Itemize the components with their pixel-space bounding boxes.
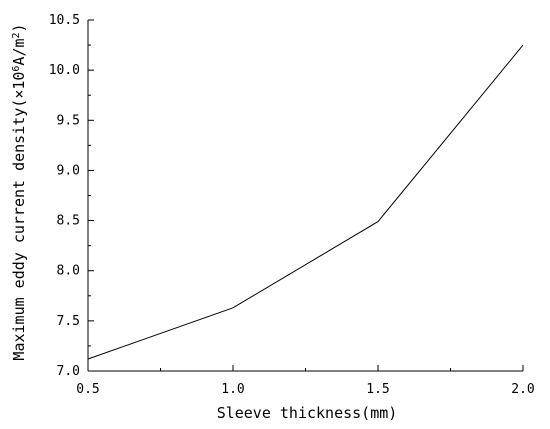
series-line-1 [87,44,524,360]
x-tick-label: 2.0 [511,382,534,397]
x-tick-label: 1.5 [366,382,389,397]
y-tick-label: 7.5 [57,314,80,329]
x-tick-label: 0.5 [76,382,99,397]
y-tick-label: 8.0 [57,264,80,279]
y-axis-title: Maximum eddy current density(×106A/m2) [10,23,28,360]
plot-area [87,44,524,360]
axes [87,20,523,372]
x-axis-ticks: 0.5 1.0 1.5 2.0 [76,365,535,397]
y-tick-label: 9.0 [57,163,80,178]
y-tick-label: 7.0 [57,364,80,379]
y-tick-label: 10.0 [49,63,80,78]
y-tick-label: 9.5 [57,113,80,128]
y-axis-ticks: 7.0 7.5 8.0 8.5 9.0 9.5 10.0 10.5 [49,13,94,379]
y-tick-label: 10.5 [49,13,80,28]
x-axis-title: Sleeve thickness(mm) [217,404,398,422]
x-tick-label: 1.0 [221,382,244,397]
y-tick-label: 8.5 [57,214,80,229]
